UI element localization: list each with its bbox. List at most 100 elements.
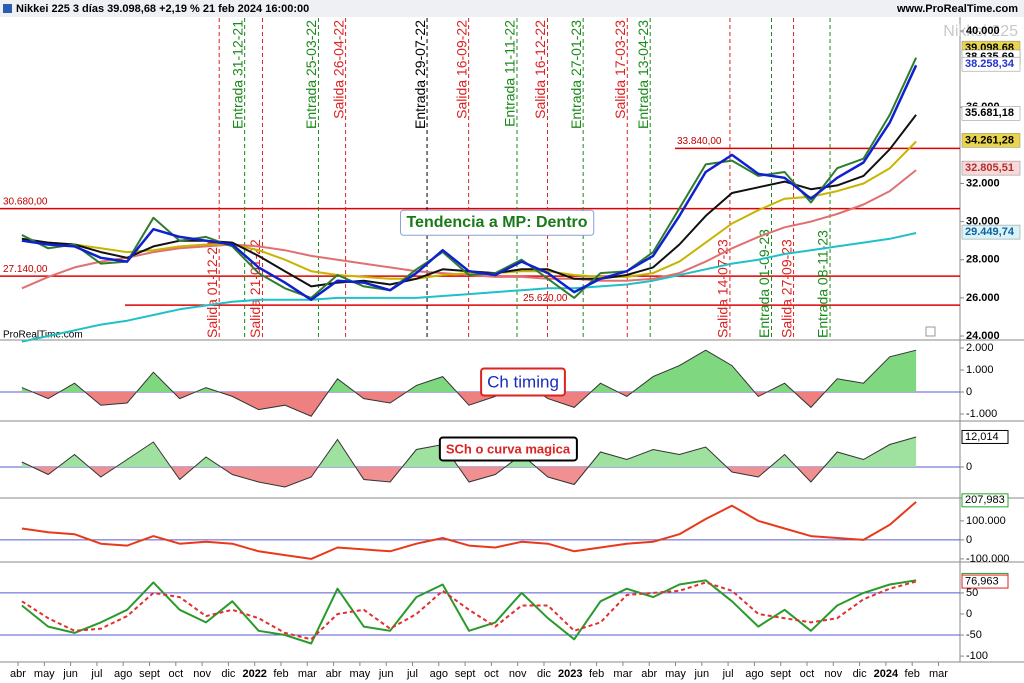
- x-tick-label: jul: [90, 668, 102, 680]
- watermark: Nikkei 225: [943, 23, 1018, 40]
- signal-label: Salida 01-12-21: [204, 239, 220, 338]
- level-label: 30.680,00: [3, 196, 48, 207]
- signal-label: Salida 17-03-23: [612, 20, 628, 119]
- signal-label: Salida 16-12-22: [532, 20, 548, 119]
- x-tick-label: jul: [406, 668, 418, 680]
- signal-label: Entrada 27-01-23: [568, 20, 584, 129]
- y-tick-label: 0: [966, 386, 972, 398]
- x-tick-label: oct: [800, 668, 815, 680]
- x-tick-label: sept: [139, 668, 160, 680]
- x-tick-label: may: [34, 668, 55, 680]
- y-tick-label: 0: [966, 534, 972, 546]
- x-tick-label: may: [665, 668, 686, 680]
- y-tick-label: 40.000: [966, 25, 1000, 37]
- price-label: 34.261,28: [965, 134, 1014, 146]
- signal-label: Entrada 29-07-22: [412, 20, 428, 129]
- x-tick-label: feb: [273, 668, 288, 680]
- x-tick-label: abr: [641, 668, 657, 680]
- x-tick-label: ago: [114, 668, 132, 680]
- x-tick-label: abr: [10, 668, 26, 680]
- area-line: [21, 349, 917, 417]
- x-tick-label: oct: [484, 668, 499, 680]
- price-label: 35.681,18: [965, 107, 1014, 119]
- x-tick-label: may: [350, 668, 371, 680]
- level-label: 27.140,00: [3, 264, 48, 275]
- price-label-box: [961, 56, 1021, 72]
- x-tick-label: mar: [929, 668, 948, 680]
- signal-label: Entrada 25-03-22: [303, 20, 319, 129]
- y-tick-label: 0: [966, 461, 972, 473]
- signal-label: Salida 16-09-22: [453, 20, 469, 119]
- annotation-box: [438, 436, 578, 462]
- y-tick-label: 50: [966, 587, 978, 599]
- area-negative: [21, 391, 917, 417]
- last-label-box: [961, 493, 1009, 508]
- level-label: 33.840,00: [677, 136, 722, 147]
- x-tick-label: jul: [722, 668, 734, 680]
- series-line: [21, 64, 918, 302]
- price-label: 38.258,34: [965, 58, 1015, 70]
- y-tick-label: -100.000: [966, 553, 1009, 565]
- last-label-box: [961, 429, 1009, 444]
- x-tick-label: abr: [326, 668, 342, 680]
- signal-label: Salida 21-01-22: [247, 239, 263, 338]
- last-label: 12,014: [965, 431, 999, 443]
- x-tick-label: 2022: [242, 668, 266, 680]
- last-label: 207,983: [965, 494, 1005, 506]
- last-label-box: [961, 574, 1009, 589]
- x-tick-label: oct: [168, 668, 183, 680]
- level-label: 25.620,00: [523, 293, 568, 304]
- x-tick-label: jun: [62, 668, 78, 680]
- x-tick-label: jun: [378, 668, 394, 680]
- header-site[interactable]: www.ProRealTime.com: [896, 3, 1018, 15]
- x-tick-label: nov: [509, 668, 527, 680]
- y-tick-label: 26.000: [966, 292, 1000, 304]
- signal-label: Entrada 08-11-23: [815, 230, 831, 338]
- y-tick-label: -50: [966, 629, 982, 641]
- y-tick-label: 28.000: [966, 254, 1000, 266]
- price-label-box: [961, 160, 1021, 176]
- area-positive: [21, 350, 917, 392]
- signal-label: Salida 26-04-22: [330, 20, 346, 119]
- area-negative: [21, 467, 917, 487]
- x-tick-label: dic: [853, 668, 868, 680]
- annotation: Tendencia a MP: Dentro: [406, 214, 587, 231]
- signal-label: Entrada 31-12-21: [229, 20, 245, 129]
- x-tick-label: jun: [693, 668, 709, 680]
- y-tick-label: 24.000: [966, 330, 1000, 342]
- y-tick-label: 100.000: [966, 515, 1006, 527]
- series-line: [21, 580, 917, 641]
- annotation-box: [399, 209, 595, 236]
- y-tick-label: 1.000: [966, 364, 994, 376]
- price-label: 32.805,51: [965, 162, 1014, 174]
- signal-label: Entrada 11-11-22: [502, 20, 518, 127]
- y-tick-label: 0: [966, 608, 972, 620]
- x-tick-label: feb: [905, 668, 920, 680]
- area-positive: [21, 437, 917, 467]
- brand: ProRealTime.com: [3, 330, 83, 341]
- y-tick-label: 2.000: [966, 342, 994, 354]
- header-bar: [0, 0, 1024, 17]
- series-line: [21, 232, 917, 343]
- signal-label: Entrada 01-09-23: [756, 229, 772, 338]
- x-tick-label: ago: [745, 668, 763, 680]
- y-tick-label: 30.000: [966, 216, 1000, 228]
- info-icon[interactable]: [925, 326, 936, 337]
- last-label: 76,963: [965, 575, 999, 587]
- series-line: [21, 140, 917, 280]
- y-tick-label: -100: [966, 650, 988, 662]
- x-tick-label: mar: [298, 668, 317, 680]
- header-icon: [3, 4, 12, 13]
- price-label-box: [961, 224, 1021, 240]
- x-tick-label: mar: [613, 668, 632, 680]
- series-line: [21, 579, 917, 645]
- y-tick-label: 32.000: [966, 177, 1000, 189]
- area-line: [21, 436, 917, 488]
- x-tick-label: ago: [430, 668, 448, 680]
- x-tick-label: nov: [193, 668, 211, 680]
- price-label-box: [961, 106, 1021, 121]
- x-tick-label: feb: [589, 668, 604, 680]
